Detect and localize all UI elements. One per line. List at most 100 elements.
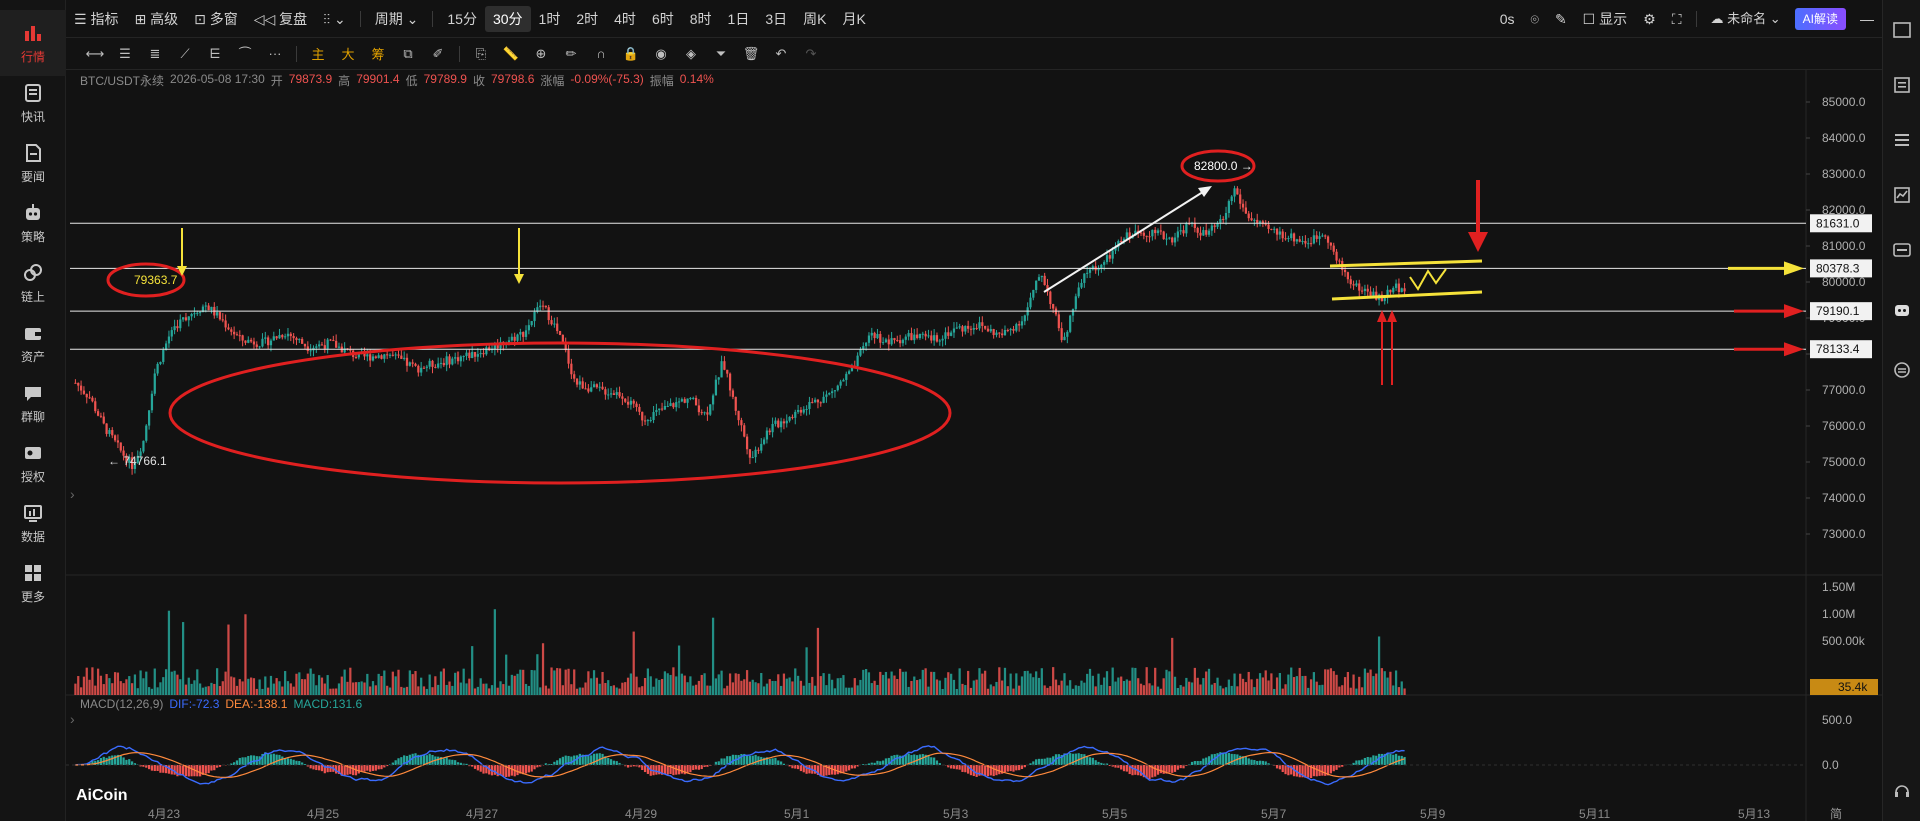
exchange-icon[interactable] (1892, 360, 1912, 380)
volume-bar (1156, 686, 1160, 695)
advanced-button[interactable]: ⊞ 高级 (126, 6, 186, 32)
magnet-icon[interactable]: ∩ (596, 46, 606, 61)
period-2h[interactable]: 2时 (576, 10, 599, 27)
etf-icon[interactable] (1892, 240, 1912, 260)
macd-bar (1097, 761, 1100, 765)
copy-icon[interactable]: ⎘ (475, 45, 487, 61)
macd-bar (448, 759, 451, 765)
volume-bar (139, 670, 142, 695)
candle-body (445, 356, 448, 366)
compare-icon[interactable]: ⧉ (403, 45, 413, 61)
nav-item-authorize[interactable]: 授权 (0, 430, 66, 496)
layout-dropdown[interactable]: ☁ 未命名 ⌄ (1703, 6, 1789, 32)
order-book-icon[interactable] (1892, 75, 1912, 95)
candle-body (1120, 241, 1123, 243)
period-4h[interactable]: 4时 (614, 10, 636, 27)
volume-bar (386, 685, 389, 695)
volume-bar (473, 688, 477, 695)
period-1d[interactable]: 1日 (727, 10, 750, 27)
pencil-icon[interactable]: ✐ (432, 45, 444, 61)
nav-item-onchain[interactable]: 链上 (0, 250, 66, 316)
lock-icon[interactable]: 🔒 (622, 45, 640, 61)
minimize-icon[interactable]: — (1860, 10, 1874, 27)
nav-item-groupchat[interactable]: 群聊 (0, 370, 66, 436)
period-dropdown[interactable]: 周期 ⌄ (367, 6, 427, 32)
volume-bar (941, 688, 944, 695)
period-15m[interactable]: 15分 (447, 10, 477, 27)
multi-window-button[interactable]: ⊡ 多窗 (186, 6, 246, 32)
candle-body (326, 339, 329, 349)
period-30m[interactable]: 30分 (484, 5, 531, 32)
nav-item-headlines[interactable]: 要闻 (0, 130, 66, 196)
candle-body (839, 381, 842, 386)
period-3d[interactable]: 3日 (765, 10, 788, 27)
candle-body (728, 373, 732, 391)
period-month[interactable]: 月K (842, 10, 866, 27)
ruler-icon[interactable]: 📏 (502, 45, 520, 61)
headset-icon[interactable] (1892, 780, 1912, 800)
nav-item-strategy[interactable]: 策略 (0, 190, 66, 256)
replay-button[interactable]: ◁◁ 复盘 (246, 6, 315, 32)
candle-body (1301, 241, 1304, 243)
volume-bar (825, 685, 828, 695)
period-8h[interactable]: 8时 (689, 10, 712, 27)
list-icon[interactable] (1892, 130, 1912, 150)
trade-chart-icon[interactable] (1892, 185, 1912, 205)
trash-icon[interactable]: 🗑 (742, 45, 760, 61)
macd-bar (828, 765, 831, 775)
camera-icon[interactable]: ⌾ (1530, 10, 1539, 27)
volume-bar (227, 624, 230, 695)
level-price-label: 79190.1 (1816, 304, 1860, 318)
eye-icon[interactable]: ◉ (655, 45, 667, 61)
candle-body (575, 378, 579, 385)
candle-body (989, 329, 992, 332)
layers-icon[interactable]: ◈ (686, 45, 696, 61)
chart-area[interactable]: 85000.0 84000.0 83000.0 82000.0 81000.0 80000… (66, 70, 1882, 821)
candle-body (493, 343, 496, 349)
trend-line-icon[interactable]: ⟋ (180, 45, 190, 61)
brush-icon[interactable]: ✏ (565, 45, 577, 61)
filter-icon[interactable]: ⏷ (715, 45, 727, 61)
chart-type-button[interactable]: ⫶⫶ ⌄ (315, 6, 354, 32)
large-order-button[interactable]: 大 (341, 47, 355, 62)
candle-body (884, 339, 888, 343)
volume-bar (1043, 685, 1046, 695)
nav-item-market[interactable]: 行情 (0, 10, 66, 76)
volume-bar (499, 681, 502, 695)
ai-interpret-button[interactable]: AI解读 (1794, 7, 1846, 30)
chips-button[interactable]: 筹 (371, 47, 385, 62)
nav-item-data[interactable]: 数据 (0, 490, 66, 556)
volume-bar (1213, 682, 1216, 695)
channel-icon[interactable]: ≣ (149, 45, 161, 61)
undo-icon[interactable]: ↶ (775, 45, 787, 61)
nav-item-more[interactable]: 更多 (0, 550, 66, 616)
parallel-lines-icon[interactable]: ☰ (119, 45, 131, 61)
volume-bar (558, 668, 562, 695)
price-chart[interactable]: 85000.084000.083000.082000.081000.080000… (66, 70, 1882, 821)
nav-item-assets[interactable]: 资产 (0, 310, 66, 376)
nav-item-newsflash[interactable]: 快讯 (0, 70, 66, 136)
period-6h[interactable]: 6时 (651, 10, 674, 27)
macd-bar (1309, 765, 1313, 779)
peak-ellipse (106, 262, 186, 298)
period-week[interactable]: 周K (803, 10, 827, 27)
more-tools-icon[interactable]: ··· (268, 46, 282, 61)
redo-icon[interactable]: ↷ (805, 45, 817, 61)
settings-icon[interactable]: ⚙ (1643, 10, 1656, 27)
macd-bar (638, 765, 641, 768)
period-1h[interactable]: 1时 (538, 10, 561, 27)
robot-icon[interactable] (1892, 300, 1912, 320)
wallet-icon (25, 327, 41, 340)
display-button[interactable]: ☐ 显示 (1575, 6, 1635, 32)
pen-icon[interactable]: ✎ (1554, 10, 1567, 27)
macd-bar (689, 765, 692, 773)
main-force-button[interactable]: 主 (311, 47, 325, 62)
pattern-icon[interactable]: ⏜ (238, 45, 252, 61)
zoom-in-icon[interactable]: ⊕ (535, 45, 547, 61)
macd-bar (805, 765, 808, 774)
fib-icon[interactable]: ⋿ (209, 45, 221, 61)
window-icon[interactable] (1892, 20, 1912, 40)
fullscreen-icon[interactable]: ⛶ (1671, 10, 1682, 27)
indicator-button[interactable]: ☰ 指标 (66, 6, 126, 32)
horizontal-ray-icon[interactable]: ⟷ (85, 45, 105, 61)
